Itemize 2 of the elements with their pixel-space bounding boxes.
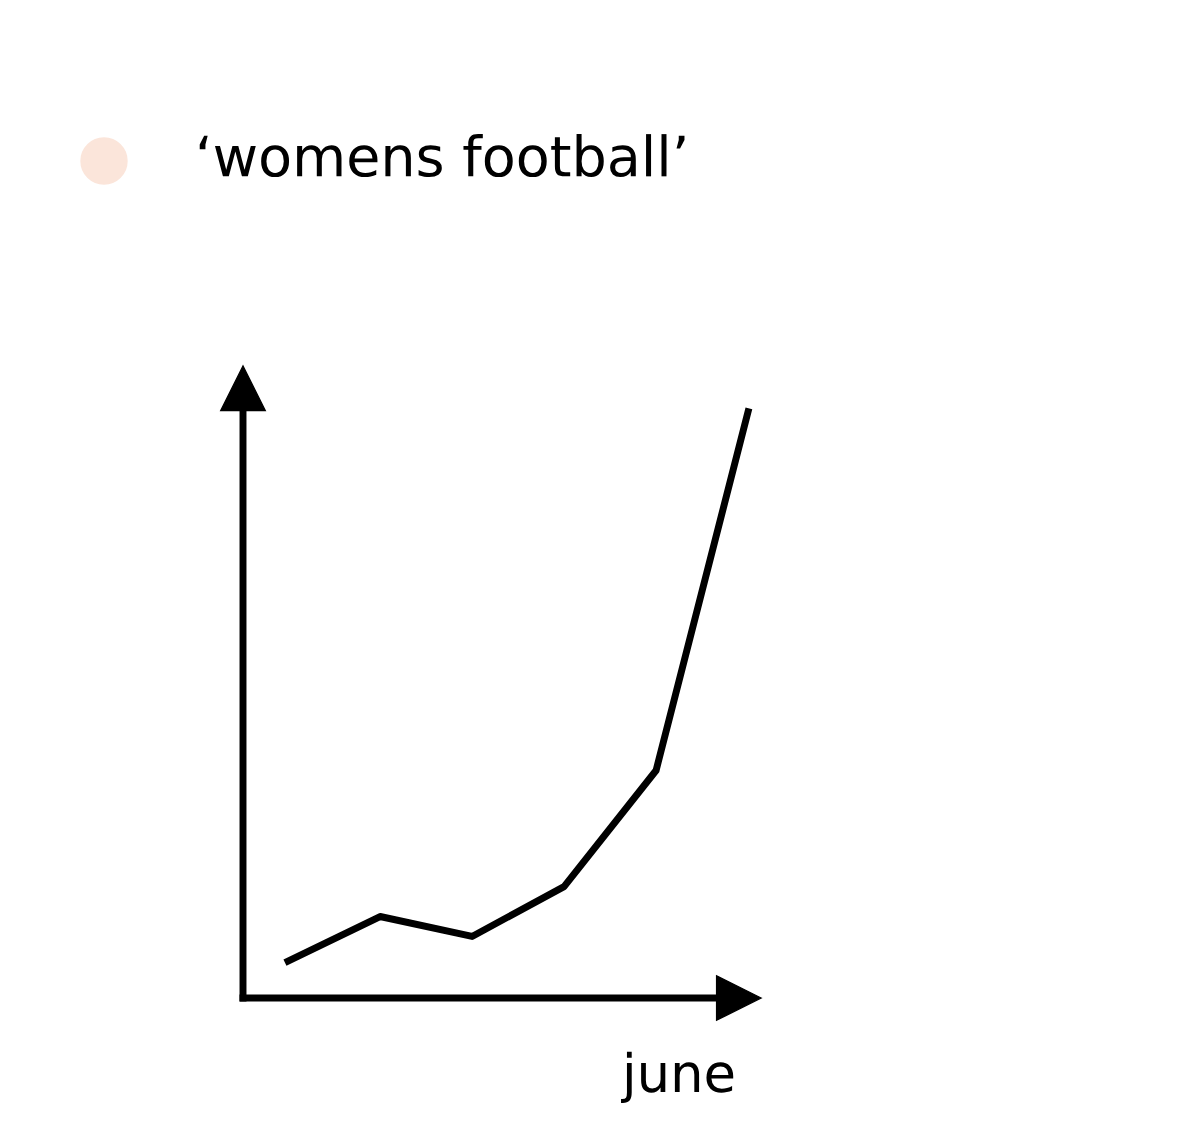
chart-title: ‘womens football’ [199,134,685,178]
x-axis-title: june [621,1051,734,1103]
